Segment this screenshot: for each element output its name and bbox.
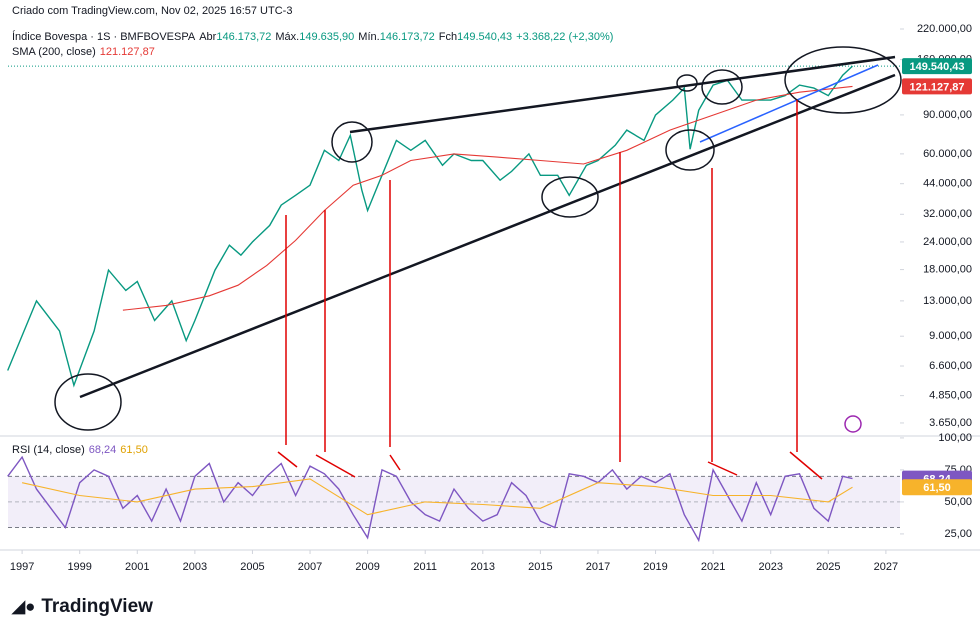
x-tick-label: 2027 bbox=[874, 561, 898, 573]
circle-annotation bbox=[54, 373, 122, 431]
y-tick-label: 100,00 bbox=[938, 432, 972, 444]
y-tick-label: 220.000,00 bbox=[917, 23, 972, 35]
circle-annotation bbox=[541, 176, 599, 218]
x-tick-label: 2011 bbox=[413, 561, 437, 573]
y-tick-label: 6.600,00 bbox=[929, 360, 972, 372]
last-value-label: 149.540,43 bbox=[909, 61, 964, 73]
rsi-ma-value: 61,50 bbox=[120, 444, 148, 456]
circle-annotation bbox=[701, 69, 743, 105]
y-tick-label: 24.000,00 bbox=[923, 236, 972, 248]
red-line bbox=[707, 461, 738, 476]
last-value-box bbox=[902, 78, 972, 95]
red-line bbox=[789, 451, 823, 480]
axes-layer: 220.000,00160.000,0090.000,0060.000,0044… bbox=[10, 23, 972, 573]
ohlc-value: 149.635,90 bbox=[299, 31, 355, 43]
y-tick-label: 13.000,00 bbox=[923, 295, 972, 307]
sma-value: 121.127,87 bbox=[99, 46, 155, 58]
ohlc-label: Abr bbox=[199, 31, 217, 43]
footer-logo: ◢● TradingView bbox=[12, 596, 153, 618]
ohlc-1: Máx.149.635,90 bbox=[275, 31, 354, 43]
credit: Criado com TradingView.com, Nov 02, 2025… bbox=[12, 5, 293, 17]
logo-mark: ◢● bbox=[12, 597, 36, 616]
ohlc-2: Mín.146.173,72 bbox=[358, 31, 434, 43]
credit-line: Criado com TradingView.com, Nov 02, 2025… bbox=[12, 5, 292, 17]
rsi-value: 68,24 bbox=[88, 444, 117, 456]
symbol: Índice Bovespa · 1S · BMFBOVESPA bbox=[12, 31, 196, 43]
last-value-box bbox=[902, 58, 972, 75]
x-tick-label: 2009 bbox=[355, 561, 379, 573]
plot-layer bbox=[7, 65, 900, 543]
y-tick-label: 32.000,00 bbox=[923, 208, 972, 220]
red-line bbox=[277, 451, 298, 468]
ohlc-3: Fch149.540,43 bbox=[439, 31, 512, 43]
y-tick-label: 60.000,00 bbox=[923, 148, 972, 160]
x-tick-label: 2023 bbox=[758, 561, 782, 573]
series-line bbox=[7, 65, 853, 388]
circle-annotation bbox=[784, 46, 902, 114]
sma-name: SMA (200, close) bbox=[12, 46, 96, 58]
x-tick-label: 2021 bbox=[701, 561, 725, 573]
y-tick-label: 3.650,00 bbox=[929, 417, 972, 429]
ohlc-value: 146.173,72 bbox=[379, 31, 435, 43]
x-tick-label: 2017 bbox=[586, 561, 610, 573]
series-line bbox=[21, 478, 853, 516]
x-tick-label: 2015 bbox=[528, 561, 552, 573]
series-line bbox=[7, 455, 853, 543]
ohlc-value: 146.173,72 bbox=[216, 31, 272, 43]
y-tick-label: 18.000,00 bbox=[923, 263, 972, 275]
annotations bbox=[54, 46, 902, 480]
x-tick-label: 2003 bbox=[183, 561, 207, 573]
last-value-box bbox=[902, 479, 972, 496]
sma-legend: SMA (200, close) 121.127,87 bbox=[12, 46, 155, 58]
x-tick-label: 2019 bbox=[643, 561, 667, 573]
alert-icon[interactable] bbox=[844, 415, 862, 433]
y-tick-label: 44.000,00 bbox=[923, 178, 972, 190]
x-tick-label: 2005 bbox=[240, 561, 264, 573]
y-tick-label: 4.850,00 bbox=[929, 390, 972, 402]
ohlc-label: Máx. bbox=[275, 31, 300, 43]
trend-line bbox=[79, 73, 896, 399]
trend-line bbox=[349, 55, 896, 134]
red-line bbox=[389, 454, 401, 471]
x-tick-label: 2007 bbox=[298, 561, 322, 573]
x-tick-label: 2001 bbox=[125, 561, 149, 573]
x-tick-label: 2013 bbox=[471, 561, 495, 573]
change: +3.368,22 (+2,30%) bbox=[516, 31, 614, 43]
ohlc-label: Mín. bbox=[358, 31, 380, 43]
y-tick-label: 50,00 bbox=[944, 496, 972, 508]
logo-text: TradingView bbox=[41, 596, 153, 617]
x-tick-label: 2025 bbox=[816, 561, 840, 573]
last-value-label: 121.127,87 bbox=[909, 81, 964, 93]
x-tick-label: 1999 bbox=[67, 561, 91, 573]
y-tick-label: 25,00 bbox=[944, 528, 972, 540]
trend-line bbox=[699, 64, 879, 143]
circle-annotation bbox=[331, 121, 373, 163]
circle-annotation bbox=[665, 129, 715, 171]
circle-annotation bbox=[676, 74, 698, 92]
x-tick-label: 1997 bbox=[10, 561, 34, 573]
last-value-label: 61,50 bbox=[923, 482, 951, 494]
rsi-name: RSI (14, close) bbox=[12, 444, 85, 456]
series-line bbox=[122, 85, 853, 311]
ohlc-0: Abr146.173,72 bbox=[199, 31, 271, 43]
ohlc-label: Fch bbox=[438, 31, 458, 43]
y-tick-label: 9.000,00 bbox=[929, 330, 972, 342]
rsi-legend: RSI (14, close) 68,24 61,50 bbox=[12, 444, 148, 456]
symbol-legend: Índice Bovespa · 1S · BMFBOVESPA Abr146.… bbox=[12, 31, 613, 43]
y-tick-label: 90.000,00 bbox=[923, 109, 972, 121]
red-line bbox=[315, 454, 356, 478]
ohlc-value: 149.540,43 bbox=[457, 31, 513, 43]
